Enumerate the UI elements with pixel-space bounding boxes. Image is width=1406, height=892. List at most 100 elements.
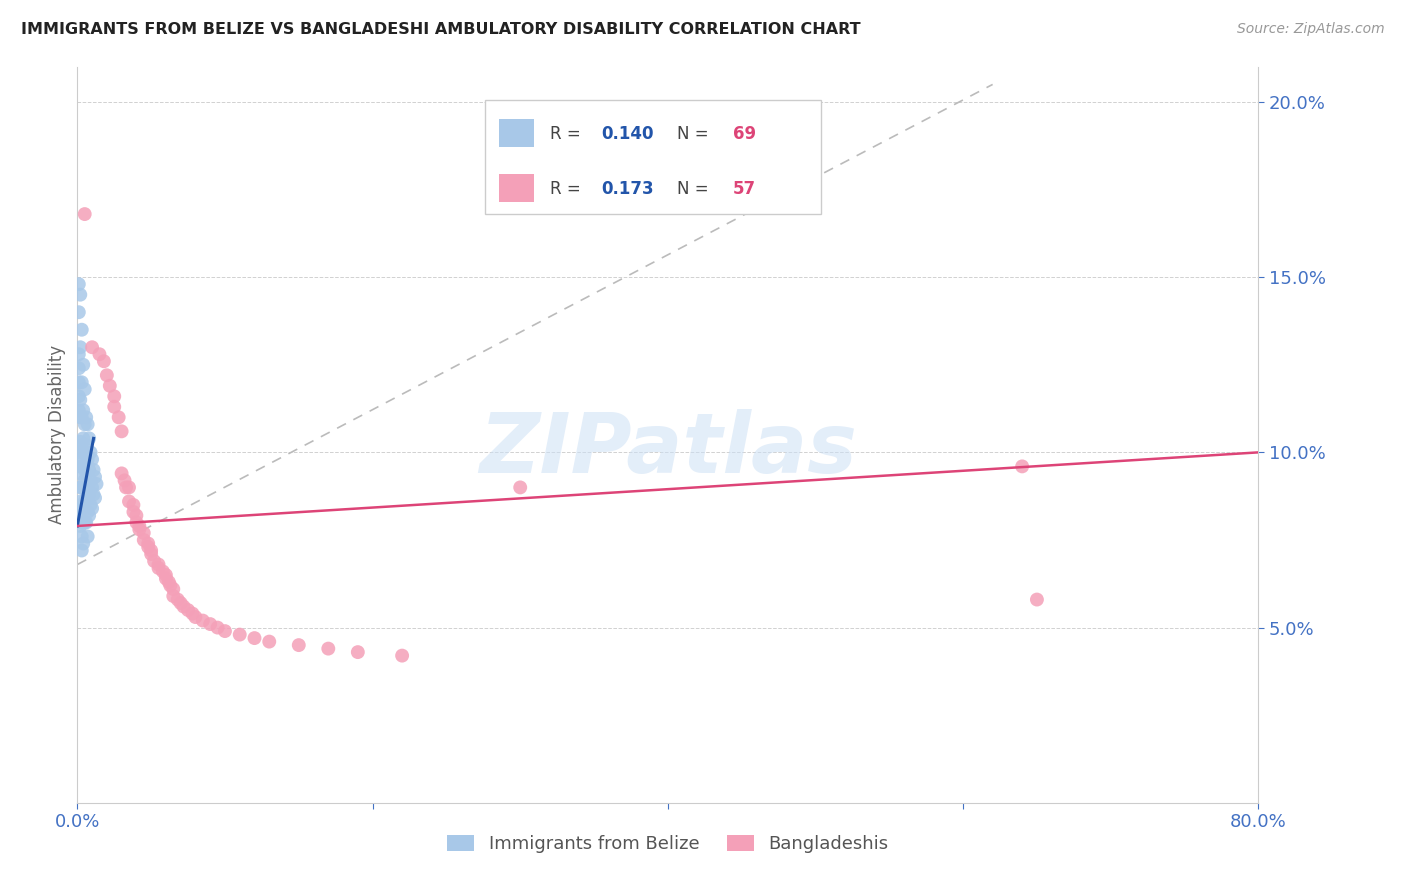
Point (70, 459, 93, 474)
Point (70, 376, 93, 390)
Point (136, 536, 159, 550)
Point (162, 589, 184, 603)
Point (76, 417, 98, 432)
Point (77, 487, 100, 501)
Point (86, 476, 108, 491)
Point (207, 621, 229, 635)
Point (76, 480, 98, 494)
Point (173, 599, 195, 614)
Point (155, 568, 177, 582)
Point (73, 445, 96, 459)
Point (73, 516, 96, 530)
Point (118, 494, 141, 508)
Point (70, 480, 93, 494)
Point (75, 438, 97, 452)
Point (125, 516, 148, 530)
Point (162, 582, 184, 596)
Text: IMMIGRANTS FROM BELIZE VS BANGLADESHI AMBULATORY DISABILITY CORRELATION CHART: IMMIGRANTS FROM BELIZE VS BANGLADESHI AM… (21, 22, 860, 37)
Point (67, 445, 90, 459)
Point (259, 634, 281, 648)
Point (184, 610, 207, 624)
Point (118, 480, 141, 494)
Text: Source: ZipAtlas.com: Source: ZipAtlas.com (1237, 22, 1385, 37)
Point (84, 470, 107, 484)
Point (509, 480, 531, 494)
Text: 0.140: 0.140 (602, 125, 654, 144)
Point (69, 519, 91, 533)
Point (73, 494, 96, 508)
Point (72, 403, 94, 417)
Text: 57: 57 (733, 180, 756, 198)
Point (72, 516, 94, 530)
Point (73, 382, 96, 396)
Text: 69: 69 (733, 125, 756, 144)
Point (77, 508, 100, 523)
FancyBboxPatch shape (499, 119, 534, 147)
Point (75, 410, 97, 425)
Point (114, 474, 136, 488)
Point (177, 603, 200, 617)
Point (157, 574, 180, 589)
Point (125, 508, 148, 523)
Point (69, 434, 91, 449)
Point (67, 361, 90, 376)
Point (72, 459, 94, 474)
Point (96, 368, 118, 383)
Point (107, 410, 129, 425)
Point (82, 501, 104, 516)
Point (136, 540, 159, 554)
Point (200, 617, 222, 632)
Point (166, 592, 188, 607)
Point (159, 578, 181, 592)
Point (98, 378, 121, 392)
Point (77, 463, 100, 477)
Point (69, 410, 91, 425)
Point (84, 491, 107, 505)
Point (69, 452, 91, 467)
Point (70, 323, 93, 337)
Point (67, 277, 90, 292)
Point (69, 480, 91, 494)
Text: R =: R = (550, 125, 586, 144)
Text: N =: N = (678, 125, 714, 144)
Point (1026, 592, 1049, 607)
Point (243, 631, 266, 645)
Point (93, 354, 115, 368)
Point (148, 558, 170, 572)
Point (67, 376, 90, 390)
Point (111, 467, 132, 481)
Point (73, 474, 96, 488)
Point (67, 347, 90, 361)
Text: 0.173: 0.173 (602, 180, 654, 198)
Point (76, 529, 98, 543)
Legend: Immigrants from Belize, Bangladeshis: Immigrants from Belize, Bangladeshis (440, 827, 896, 860)
Point (82, 480, 104, 494)
Point (155, 572, 177, 586)
Point (72, 431, 94, 445)
Point (318, 641, 340, 656)
Point (72, 536, 94, 550)
Point (132, 525, 155, 540)
Point (70, 529, 93, 543)
Point (67, 389, 90, 403)
Point (79, 445, 101, 459)
Point (72, 480, 94, 494)
Point (75, 516, 97, 530)
Text: N =: N = (678, 180, 714, 198)
Point (391, 648, 413, 663)
Point (77, 431, 100, 445)
FancyBboxPatch shape (499, 174, 534, 202)
Y-axis label: Ambulatory Disability: Ambulatory Disability (48, 345, 66, 524)
Point (141, 543, 163, 558)
Point (122, 505, 145, 519)
Point (72, 358, 94, 372)
Point (70, 410, 93, 425)
Point (214, 624, 236, 639)
Point (132, 533, 155, 547)
Point (73, 417, 96, 432)
Point (70, 501, 93, 516)
Point (82, 340, 104, 354)
Point (128, 523, 150, 537)
Point (141, 547, 163, 561)
Point (191, 614, 214, 628)
